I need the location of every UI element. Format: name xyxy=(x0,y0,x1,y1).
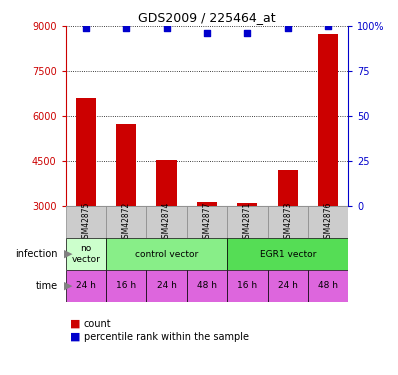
Bar xyxy=(66,206,106,238)
Text: 24 h: 24 h xyxy=(76,281,96,291)
Point xyxy=(123,25,129,31)
Text: no
vector: no vector xyxy=(71,244,100,264)
Bar xyxy=(106,206,146,238)
Text: GSM42874: GSM42874 xyxy=(162,201,171,243)
Text: ▶: ▶ xyxy=(64,281,72,291)
Bar xyxy=(106,270,146,302)
Text: ■: ■ xyxy=(70,319,80,329)
Point xyxy=(164,25,170,31)
Text: GSM42877: GSM42877 xyxy=(203,201,211,243)
Bar xyxy=(227,270,267,302)
Text: 16 h: 16 h xyxy=(116,281,136,291)
Text: 24 h: 24 h xyxy=(278,281,298,291)
Text: GSM42875: GSM42875 xyxy=(81,201,90,243)
Bar xyxy=(187,270,227,302)
Bar xyxy=(308,270,348,302)
Bar xyxy=(106,238,227,270)
Bar xyxy=(227,206,267,238)
Bar xyxy=(66,270,106,302)
Text: EGR1 vector: EGR1 vector xyxy=(259,250,316,259)
Bar xyxy=(308,206,348,238)
Bar xyxy=(197,202,217,206)
Bar xyxy=(116,124,136,206)
Bar xyxy=(146,206,187,238)
Text: infection: infection xyxy=(15,249,58,259)
Text: 16 h: 16 h xyxy=(237,281,258,291)
Text: GSM42871: GSM42871 xyxy=(243,202,252,243)
Bar xyxy=(267,206,308,238)
Bar xyxy=(318,34,338,206)
Bar xyxy=(146,270,187,302)
Bar xyxy=(267,270,308,302)
Point xyxy=(204,30,210,36)
Text: GSM42873: GSM42873 xyxy=(283,201,292,243)
Point xyxy=(325,23,331,29)
Point xyxy=(244,30,250,36)
Text: GSM42872: GSM42872 xyxy=(122,202,131,243)
Title: GDS2009 / 225464_at: GDS2009 / 225464_at xyxy=(138,11,276,24)
Text: 24 h: 24 h xyxy=(157,281,177,291)
Point xyxy=(285,25,291,31)
Bar xyxy=(156,160,177,206)
Text: time: time xyxy=(35,281,58,291)
Bar xyxy=(227,238,348,270)
Text: ▶: ▶ xyxy=(64,249,72,259)
Text: percentile rank within the sample: percentile rank within the sample xyxy=(84,332,249,342)
Text: control vector: control vector xyxy=(135,250,198,259)
Text: 48 h: 48 h xyxy=(197,281,217,291)
Text: count: count xyxy=(84,319,111,329)
Text: 48 h: 48 h xyxy=(318,281,338,291)
Bar xyxy=(76,98,96,206)
Text: ■: ■ xyxy=(70,332,80,342)
Bar xyxy=(237,203,258,206)
Bar xyxy=(187,206,227,238)
Text: GSM42876: GSM42876 xyxy=(324,201,333,243)
Bar xyxy=(277,170,298,206)
Bar xyxy=(66,238,106,270)
Point xyxy=(83,25,89,31)
